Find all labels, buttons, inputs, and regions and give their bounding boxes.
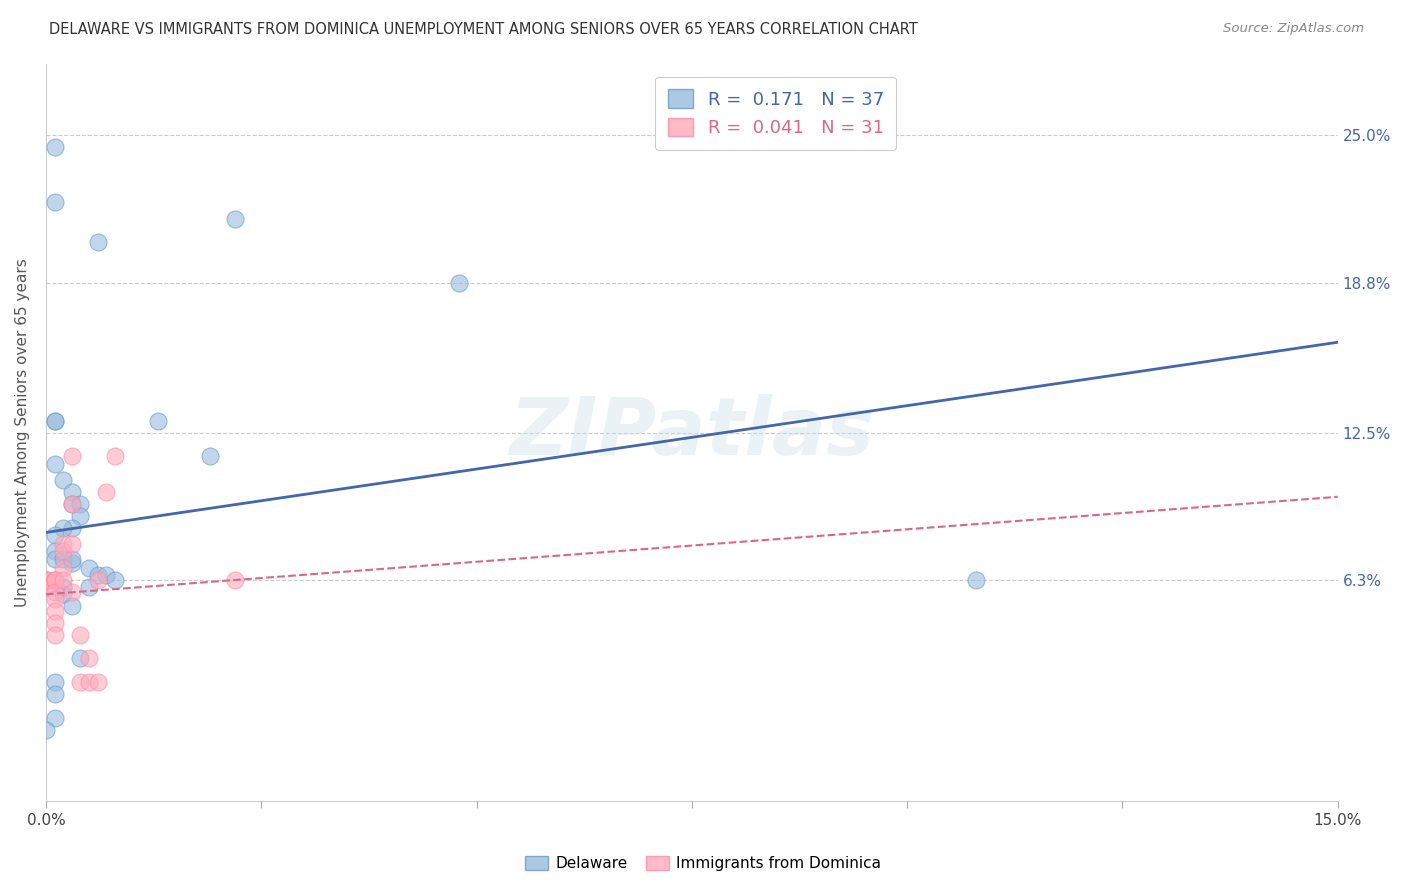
Point [60,497,83,511]
Point [44,194,66,209]
Point [69,675,91,690]
Point [44,675,66,690]
Point [86,675,108,690]
Point [60,599,83,614]
Point [52,580,75,594]
Point [77,675,100,690]
Point [60,497,83,511]
Point [44,414,66,428]
Point [69,651,91,665]
Point [44,544,66,558]
Point [77,561,100,575]
Legend: Delaware, Immigrants from Dominica: Delaware, Immigrants from Dominica [519,849,887,877]
Point [60,557,83,571]
Text: DELAWARE VS IMMIGRANTS FROM DOMINICA UNEMPLOYMENT AMONG SENIORS OVER 65 YEARS CO: DELAWARE VS IMMIGRANTS FROM DOMINICA UNE… [49,22,918,37]
Point [52,473,75,487]
Point [77,651,100,665]
Point [60,485,83,500]
Point [44,604,66,618]
Y-axis label: Unemployment Among Seniors over 65 years: Unemployment Among Seniors over 65 years [15,258,30,607]
Point [69,508,91,523]
Point [224,573,246,587]
Point [44,585,66,599]
Point [35,573,58,587]
Point [35,573,58,587]
Point [965,573,987,587]
Point [52,544,75,558]
Point [44,457,66,471]
Text: ZIPatlas: ZIPatlas [509,393,875,472]
Point [69,497,91,511]
Point [44,615,66,630]
Point [96,568,118,582]
Point [44,573,66,587]
Point [44,687,66,701]
Point [77,580,100,594]
Point [44,573,66,587]
Legend: R =  0.171   N = 37, R =  0.041   N = 31: R = 0.171 N = 37, R = 0.041 N = 31 [655,77,897,150]
Point [44,592,66,607]
Point [35,580,58,594]
Point [60,450,83,464]
Point [44,573,66,587]
Point [44,711,66,725]
Point [44,551,66,566]
Point [60,585,83,599]
Point [52,573,75,587]
Point [146,414,169,428]
Text: Source: ZipAtlas.com: Source: ZipAtlas.com [1223,22,1364,36]
Point [52,551,75,566]
Point [198,450,221,464]
Point [96,485,118,500]
Point [44,628,66,642]
Point [104,450,127,464]
Point [35,573,58,587]
Point [52,537,75,551]
Point [449,276,471,290]
Point [35,573,58,587]
Point [35,723,58,737]
Point [52,587,75,601]
Point [52,561,75,575]
Point [44,414,66,428]
Point [86,568,108,582]
Point [60,521,83,535]
Point [35,573,58,587]
Point [44,140,66,154]
Point [224,211,246,226]
Point [69,628,91,642]
Point [60,551,83,566]
Point [60,537,83,551]
Point [86,573,108,587]
Point [86,235,108,250]
Point [52,521,75,535]
Point [104,573,127,587]
Point [44,528,66,542]
